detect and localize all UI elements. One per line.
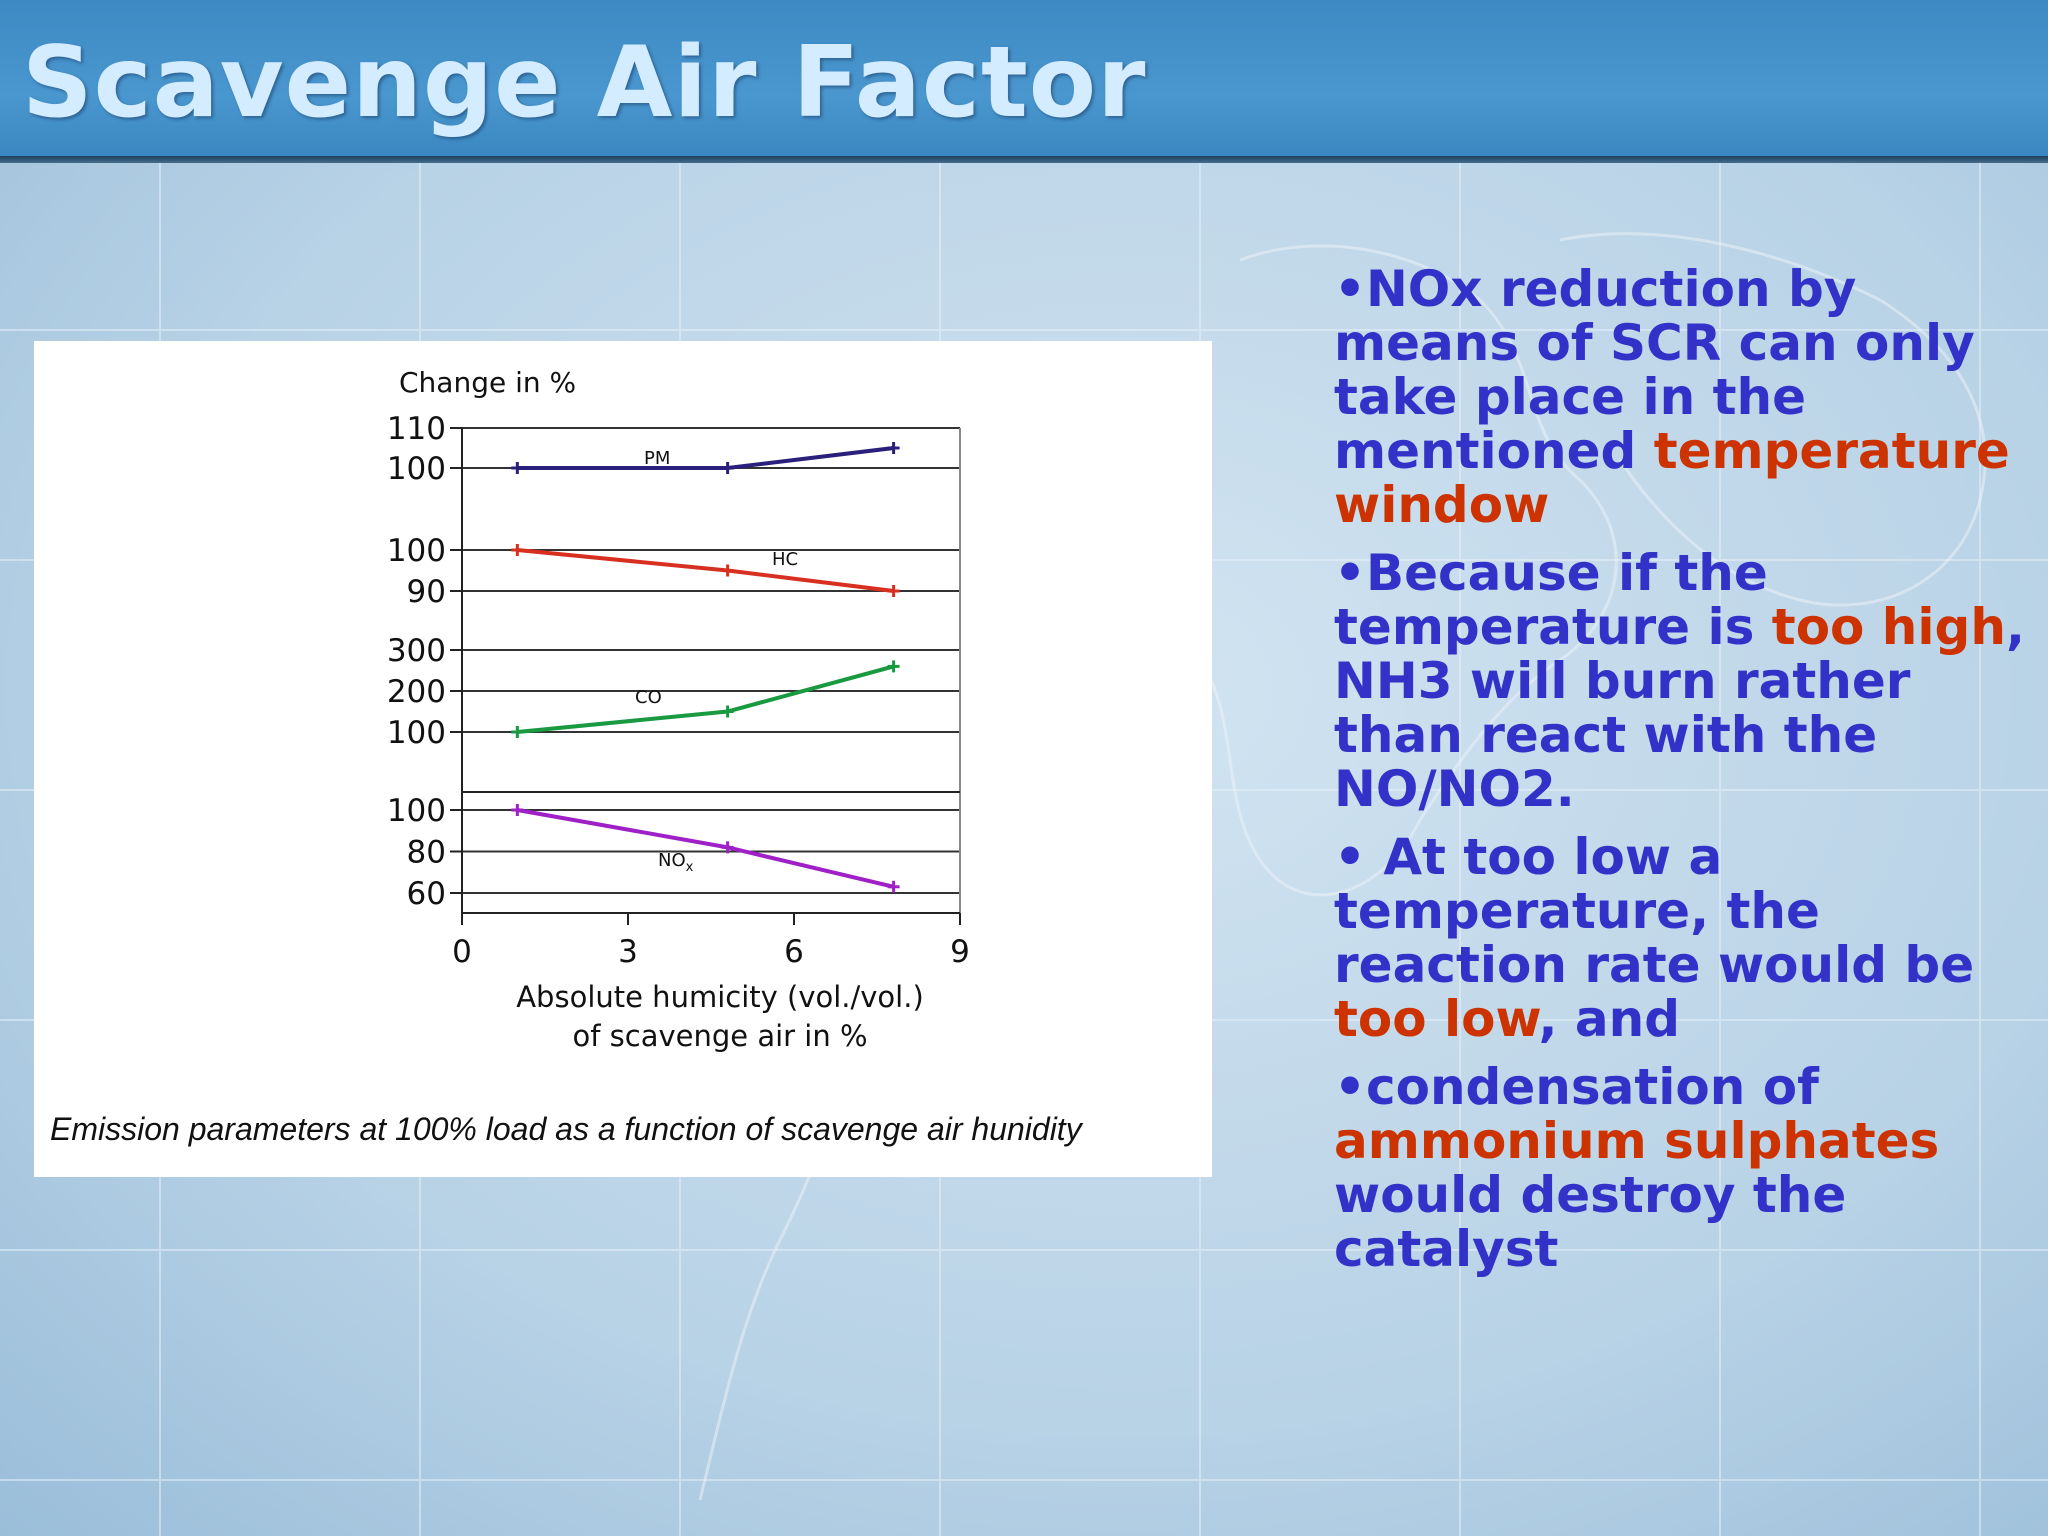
title-divider (0, 156, 2048, 163)
bullet-text: would destroy the catalyst (1334, 1166, 1847, 1278)
y-tick-label: 80 (407, 835, 446, 871)
slide-title: Scavenge Air Factor (22, 26, 1147, 140)
y-tick-label: 90 (407, 574, 446, 610)
series-line-hc (517, 548, 894, 593)
y-tick-label: 200 (387, 674, 446, 710)
highlighted-text: ammonium sulphates (1334, 1112, 1940, 1170)
y-tick-label: 300 (387, 633, 446, 669)
data-point (721, 564, 734, 577)
highlighted-text: too low (1334, 990, 1539, 1048)
bullet-item: •NOx reduction by means of SCR can only … (1334, 262, 2034, 532)
data-point (721, 462, 734, 474)
data-point (887, 442, 900, 454)
bullet-list: •NOx reduction by means of SCR can only … (1334, 262, 2034, 1290)
bullet-text: • At too low a temperature, the reaction… (1334, 828, 1975, 994)
chart-series: PM HC CO NOx (511, 442, 900, 893)
data-point (721, 705, 734, 718)
emissions-chart: 100 110 90 100 100 200 300 60 80 100 0 3 6 9 PM HC CO NO… (387, 366, 970, 1053)
x-tick-label: 9 (950, 934, 970, 970)
title-band (0, 0, 2048, 160)
bullet-text: •condensation of (1334, 1058, 1819, 1116)
bullet-item: •condensation of ammonium sulphates woul… (1334, 1060, 2034, 1276)
chart-frame (461, 428, 961, 914)
series-label-co: CO (635, 687, 662, 708)
highlighted-text: temperature window (1334, 422, 2010, 534)
chart-figure: 100 110 90 100 100 200 300 60 80 100 0 3 6 9 PM HC CO NO… (34, 341, 1212, 1177)
x-tick-label: 3 (618, 934, 638, 970)
chart-grid (462, 427, 960, 894)
bullet-text: •Because if the temperature is (1334, 544, 1772, 656)
figure-caption: Emission parameters at 100% load as a fu… (50, 1111, 1082, 1147)
x-tick-label: 0 (452, 934, 472, 970)
bullet-item: • At too low a temperature, the reaction… (1334, 830, 2034, 1046)
bullet-item: •Because if the temperature is too high,… (1334, 546, 2034, 816)
series-line-pm (517, 446, 894, 470)
y-tick-label: 100 (387, 715, 446, 751)
data-point (887, 880, 900, 893)
data-point (887, 660, 900, 673)
y-tick-label: 100 (387, 451, 446, 487)
bullet-text: •NOx reduction by means of SCR can only … (1334, 260, 1975, 480)
data-point (887, 585, 900, 597)
y-tick-label: 60 (407, 876, 446, 912)
chart-ticks: 100 110 90 100 100 200 300 60 80 100 0 3 6 9 (387, 411, 970, 970)
bullet-text: , and (1538, 990, 1681, 1048)
bullet-text: , NH3 will burn rather than react with t… (1334, 598, 2025, 818)
series-label-subscript: x (686, 860, 694, 875)
series-line-co (517, 664, 895, 734)
series-line-nox (516, 808, 895, 889)
highlighted-text: too high (1771, 598, 2006, 656)
series-label-pm: PM (644, 448, 670, 469)
series-label-hc: HC (772, 549, 798, 570)
series-label-nox: NOx (658, 850, 694, 875)
x-axis-label-line2: of scavenge air in % (572, 1019, 867, 1053)
data-point (721, 841, 734, 854)
y-tick-label: 110 (387, 411, 446, 447)
y-tick-label: 100 (387, 533, 446, 569)
data-point (511, 726, 524, 738)
data-point (511, 804, 524, 816)
series-label-main: NO (658, 850, 686, 871)
x-tick-label: 6 (784, 934, 804, 970)
y-axis-label: Change in % (399, 366, 576, 399)
data-point (511, 544, 524, 556)
x-axis-label-line1: Absolute humicity (vol./vol.) (516, 980, 924, 1014)
data-point (511, 462, 524, 474)
y-tick-label: 100 (387, 793, 446, 829)
